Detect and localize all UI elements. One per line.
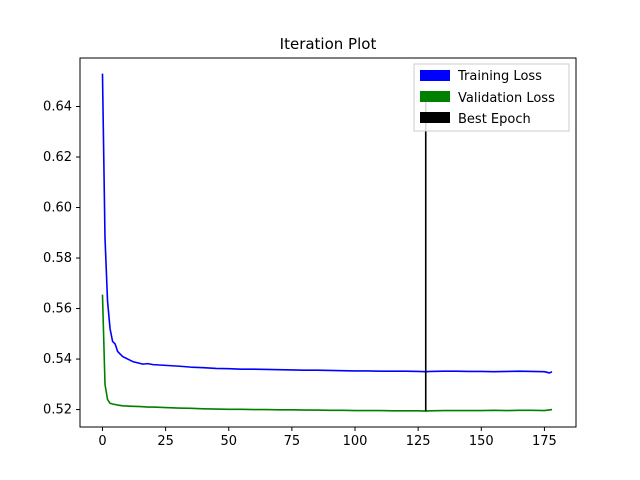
x-tick-label: 0 bbox=[98, 434, 106, 449]
x-tick-label: 125 bbox=[406, 434, 431, 449]
x-tick-label: 75 bbox=[284, 434, 301, 449]
legend-swatch-best-epoch bbox=[420, 112, 450, 123]
y-tick-label: 0.58 bbox=[43, 251, 72, 266]
x-tick-label: 100 bbox=[343, 434, 368, 449]
legend-label-best-epoch: Best Epoch bbox=[458, 112, 531, 127]
y-tick-label: 0.56 bbox=[43, 302, 72, 317]
chart-title: Iteration Plot bbox=[280, 35, 377, 53]
axis-ticks: 0 25 50 75 100 125 150 175 0.52 0.54 0.56 0.58 0.60 0… bbox=[43, 99, 557, 449]
legend-swatch-training-loss bbox=[420, 70, 450, 81]
y-tick-label: 0.60 bbox=[43, 201, 72, 216]
series-line-validation-loss bbox=[101, 294, 553, 412]
x-tick-label: 175 bbox=[532, 434, 557, 449]
legend: Training Loss Validation Loss Best Epoch bbox=[413, 63, 570, 132]
x-tick-label: 50 bbox=[220, 434, 237, 449]
legend-label-validation-loss: Validation Loss bbox=[458, 91, 555, 106]
series-layer bbox=[101, 73, 553, 412]
y-tick-label: 0.54 bbox=[43, 352, 72, 367]
plot-frame bbox=[79, 57, 577, 428]
y-tick-label: 0.52 bbox=[43, 403, 72, 418]
y-tick-label: 0.64 bbox=[43, 99, 72, 114]
x-tick-label: 150 bbox=[469, 434, 494, 449]
x-tick-label: 25 bbox=[157, 434, 174, 449]
y-tick-label: 0.62 bbox=[43, 150, 72, 165]
legend-swatch-validation-loss bbox=[420, 91, 450, 102]
legend-label-training-loss: Training Loss bbox=[457, 69, 542, 84]
series-line-training-loss bbox=[101, 73, 553, 374]
